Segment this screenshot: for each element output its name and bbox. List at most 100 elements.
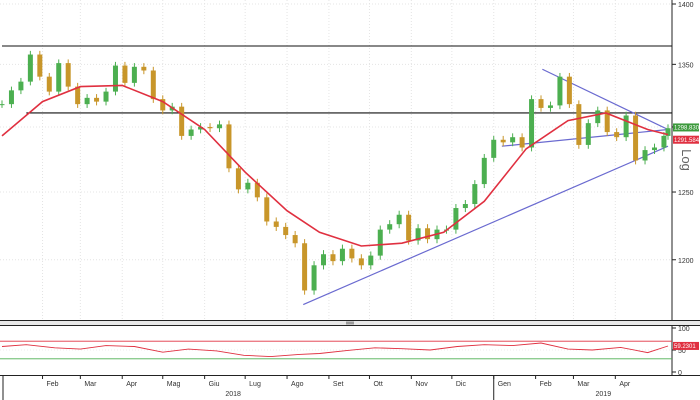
candle-body — [481, 157, 487, 185]
candle-body — [472, 184, 478, 205]
x-year-label: 2019 — [596, 391, 612, 398]
moving-average-tag-box — [673, 135, 699, 144]
main-plot-area — [0, 0, 672, 321]
candle-body — [112, 65, 118, 92]
candle-body — [264, 197, 270, 222]
candle-body — [160, 99, 166, 111]
candle-body — [150, 70, 156, 100]
oscillator-axis-ticks: 100 50 0 — [672, 326, 690, 377]
x-tick-label: Set — [333, 381, 344, 388]
main-grid — [0, 0, 672, 320]
x-year-label: 2018 — [225, 391, 241, 398]
candle-body — [491, 139, 497, 158]
y-tick-label: 1200 — [678, 258, 694, 265]
candle-body — [103, 91, 109, 102]
panel-splitter-handle[interactable] — [346, 321, 354, 325]
price-tags: 1298.8300 1291.5840 59.2301 — [673, 123, 700, 350]
candle-body — [387, 224, 393, 230]
x-tick-label: Apr — [126, 381, 138, 388]
candle-body — [425, 228, 431, 240]
candle-body — [396, 214, 402, 225]
oscillator-grid — [0, 340, 672, 360]
candle-body — [131, 66, 137, 83]
moving-average-line — [1, 84, 669, 247]
candle-body — [651, 147, 657, 151]
candle-body — [368, 255, 374, 266]
candle-body — [84, 97, 90, 105]
candle-body — [510, 137, 516, 143]
candle-body — [406, 214, 412, 241]
candle-body — [623, 115, 629, 138]
candle-body — [453, 208, 459, 230]
candle-body — [302, 243, 308, 291]
candle-body — [292, 235, 298, 244]
x-tick-label: Feb — [540, 381, 552, 388]
candle-body — [188, 129, 194, 136]
candle-body — [529, 99, 535, 148]
candle-body — [198, 126, 204, 130]
x-tick-label: Mar — [84, 381, 97, 388]
oscillator-value-tag: 59.2301 — [674, 344, 696, 350]
candle-body — [462, 204, 468, 209]
oscillator-series-layer — [1, 342, 669, 358]
x-tick-label: Lug — [249, 381, 261, 388]
candle-body — [207, 126, 213, 129]
candle-body — [349, 248, 355, 259]
y-tick-label: 1400 — [678, 2, 694, 9]
candle-body — [18, 81, 24, 91]
candle-body — [56, 63, 62, 92]
candle-body — [665, 128, 671, 136]
candle-body — [311, 265, 317, 291]
candle-body — [538, 99, 544, 108]
x-tick-label: Mag — [167, 381, 181, 388]
candle-body — [547, 105, 553, 108]
candle-body — [415, 228, 421, 241]
candle-body — [216, 124, 222, 129]
candle-body — [321, 254, 327, 266]
candle-body — [283, 226, 289, 236]
candle-body — [46, 76, 52, 92]
candle-body — [273, 221, 279, 227]
main-series-layer — [0, 45, 672, 306]
candle-body — [633, 115, 639, 161]
last-price-tag: 1298.8300 — [674, 126, 700, 132]
y-tick-label: 1250 — [678, 190, 694, 197]
candle-body — [642, 150, 648, 161]
oscillator-tag-box — [673, 341, 699, 350]
last-price-tag-box — [673, 123, 699, 132]
candle-body — [235, 168, 241, 190]
price-axis-ticks: 14001350130012501200 — [672, 2, 694, 265]
candle-body — [37, 54, 43, 77]
candle-body — [8, 90, 14, 105]
candle-body — [141, 66, 147, 71]
x-tick-label: Mar — [577, 381, 590, 388]
candle-body — [377, 229, 383, 256]
candle-body — [585, 123, 591, 145]
candle-body — [500, 139, 506, 143]
x-tick-label: Feb — [47, 381, 59, 388]
x-tick-label: Gen — [498, 381, 511, 388]
candle-body — [614, 132, 620, 138]
candle-body — [75, 86, 81, 105]
candle-body — [245, 182, 251, 190]
candle-body — [519, 137, 525, 148]
candle-body — [179, 106, 185, 136]
x-tick-label: Giu — [209, 381, 220, 388]
candle-body — [339, 248, 345, 262]
x-tick-label: Nov — [415, 381, 428, 388]
osc-tick-label: 100 — [678, 326, 690, 333]
moving-average-tag: 1291.5840 — [674, 138, 700, 144]
oscillator-line — [1, 342, 669, 358]
candle-body — [65, 63, 71, 87]
candle-body — [566, 76, 572, 105]
trend-line — [542, 68, 669, 131]
candle-body — [576, 104, 582, 145]
candle-body — [226, 124, 232, 169]
candle-body — [122, 65, 128, 83]
x-tick-label: Dic — [456, 381, 467, 388]
candle-body — [94, 97, 100, 102]
candle-body — [358, 258, 364, 266]
log-scale-label: Log — [679, 149, 694, 171]
x-tick-label: Apr — [619, 381, 631, 388]
